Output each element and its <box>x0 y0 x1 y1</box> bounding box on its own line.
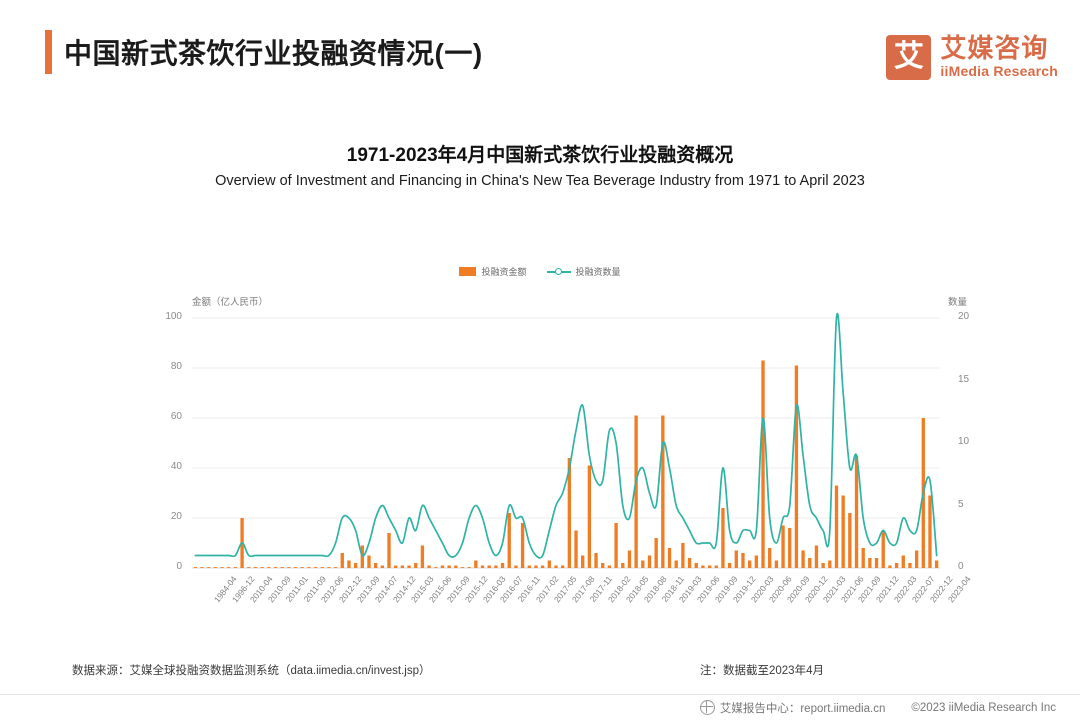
footer-copyright: ©2023 iiMedia Research Inc <box>911 701 1056 714</box>
x-tick: 2020-09 <box>784 574 812 605</box>
x-tick: 2017-11 <box>587 574 614 604</box>
x-tick: 2020-12 <box>802 574 830 605</box>
x-tick: 2016-07 <box>498 574 526 605</box>
x-tick: 2010-09 <box>265 574 293 605</box>
x-tick: 2018-05 <box>623 574 651 605</box>
y-tick-right: 20 <box>958 311 970 322</box>
x-tick: 2014-07 <box>372 574 400 605</box>
x-tick: 2017-05 <box>551 574 579 605</box>
x-tick: 2019-06 <box>695 574 722 605</box>
y-tick-left: 100 <box>165 311 182 322</box>
footer-report-label: 艾媒报告中心：report.iimedia.cn <box>719 702 886 715</box>
x-tick: 2018-11 <box>659 574 686 604</box>
page-title: 中国新式茶饮行业投融资情况(一) <box>64 38 483 69</box>
y-tick-right: 0 <box>958 561 964 572</box>
x-tick: 2011-09 <box>301 574 328 604</box>
title-accent-bar <box>45 30 52 74</box>
brand-text: 艾媒咨询 iiMedia Research <box>940 33 1058 79</box>
x-tick: 2017-02 <box>534 574 561 605</box>
y-axis-right-label: 数量 <box>948 297 968 308</box>
x-tick: 2012-06 <box>319 574 347 605</box>
legend-line-swatch-icon <box>546 267 571 276</box>
x-tick: 2021-09 <box>856 574 884 605</box>
x-tick: 2015-09 <box>444 574 472 605</box>
y-tick-left: 60 <box>170 411 182 422</box>
x-tick: 2019-03 <box>677 574 705 605</box>
legend-label-amount: 投融资金额 <box>481 267 527 277</box>
chart-title: 1971-2023年4月中国新式茶饮行业投融资概况 <box>346 145 734 166</box>
x-tick: 2012-12 <box>337 574 364 605</box>
x-tick: 2021-06 <box>838 574 866 605</box>
y-tick-left: 80 <box>170 361 182 372</box>
brand-name-cn: 艾媒咨询 <box>940 33 1049 64</box>
x-tick: 2015-03 <box>408 574 436 605</box>
x-tick: 2011-01 <box>283 574 310 604</box>
x-tick: 2014-12 <box>390 574 418 605</box>
x-tick: 2013-09 <box>355 574 382 605</box>
footer-bar: 艾媒报告中心：report.iimedia.cn ©2023 iiMedia R… <box>0 694 1080 720</box>
x-tick: 1984-04 <box>211 574 239 605</box>
x-tick: 2021-03 <box>820 574 848 605</box>
y-tick-left: 40 <box>170 461 182 472</box>
chart-legend: 投融资金额 投融资数量 <box>0 265 1080 278</box>
y-tick-right: 5 <box>958 498 964 510</box>
x-tick: 1996-12 <box>229 574 257 605</box>
x-tick: 2015-06 <box>426 574 454 605</box>
x-tick: 2022-03 <box>892 574 919 605</box>
footer-data-source: 数据来源：艾媒全球投融资数据监测系统（data.iimedia.cn/inves… <box>72 665 431 677</box>
x-tick: 2021-12 <box>874 574 902 605</box>
y-tick-right: 15 <box>958 373 970 385</box>
page-header: 中国新式茶饮行业投融资情况(一) 艾 艾媒咨询 iiMedia Research <box>0 0 1080 100</box>
x-tick: 2010-04 <box>247 574 275 605</box>
y-tick-left: 0 <box>176 561 182 572</box>
footer-report-center[interactable]: 艾媒报告中心：report.iimedia.cn <box>699 699 886 716</box>
footer-note: 注：数据截至2023年4月 <box>700 665 824 677</box>
x-tick: 2022-07 <box>910 574 937 605</box>
y-tick-right: 10 <box>958 436 970 447</box>
globe-icon <box>699 699 715 715</box>
x-tick: 2017-08 <box>569 574 597 605</box>
x-tick: 2022-12 <box>927 574 955 605</box>
legend-bar-swatch-icon <box>459 267 477 276</box>
x-tick: 2015-12 <box>462 574 490 605</box>
legend-item-count[interactable]: 投融资数量 <box>546 265 621 278</box>
x-tick: 2019-12 <box>730 574 758 605</box>
x-tick: 2018-02 <box>605 574 633 605</box>
x-tick: 2016-11 <box>515 574 543 604</box>
y-tick-left: 20 <box>170 511 182 522</box>
x-tick: 2016-03 <box>480 574 508 605</box>
x-tick: 2020-03 <box>748 574 776 605</box>
brand-mark-icon: 艾 <box>886 34 932 80</box>
brand-name-en: iiMedia Research <box>940 62 1058 79</box>
legend-item-amount[interactable]: 投融资金额 <box>459 265 527 278</box>
x-tick: 2019-09 <box>713 574 740 605</box>
x-tick: 2020-06 <box>766 574 794 605</box>
y-axis-left-label: 金额（亿人民币） <box>192 297 269 308</box>
x-tick: 2018-08 <box>641 574 669 605</box>
x-tick: 2023-04 <box>945 574 973 605</box>
legend-label-count: 投融资数量 <box>575 267 621 277</box>
brand-logo: 艾 艾媒咨询 iiMedia Research <box>886 28 1058 86</box>
chart-subtitle: Overview of Investment and Financing in … <box>215 173 865 189</box>
